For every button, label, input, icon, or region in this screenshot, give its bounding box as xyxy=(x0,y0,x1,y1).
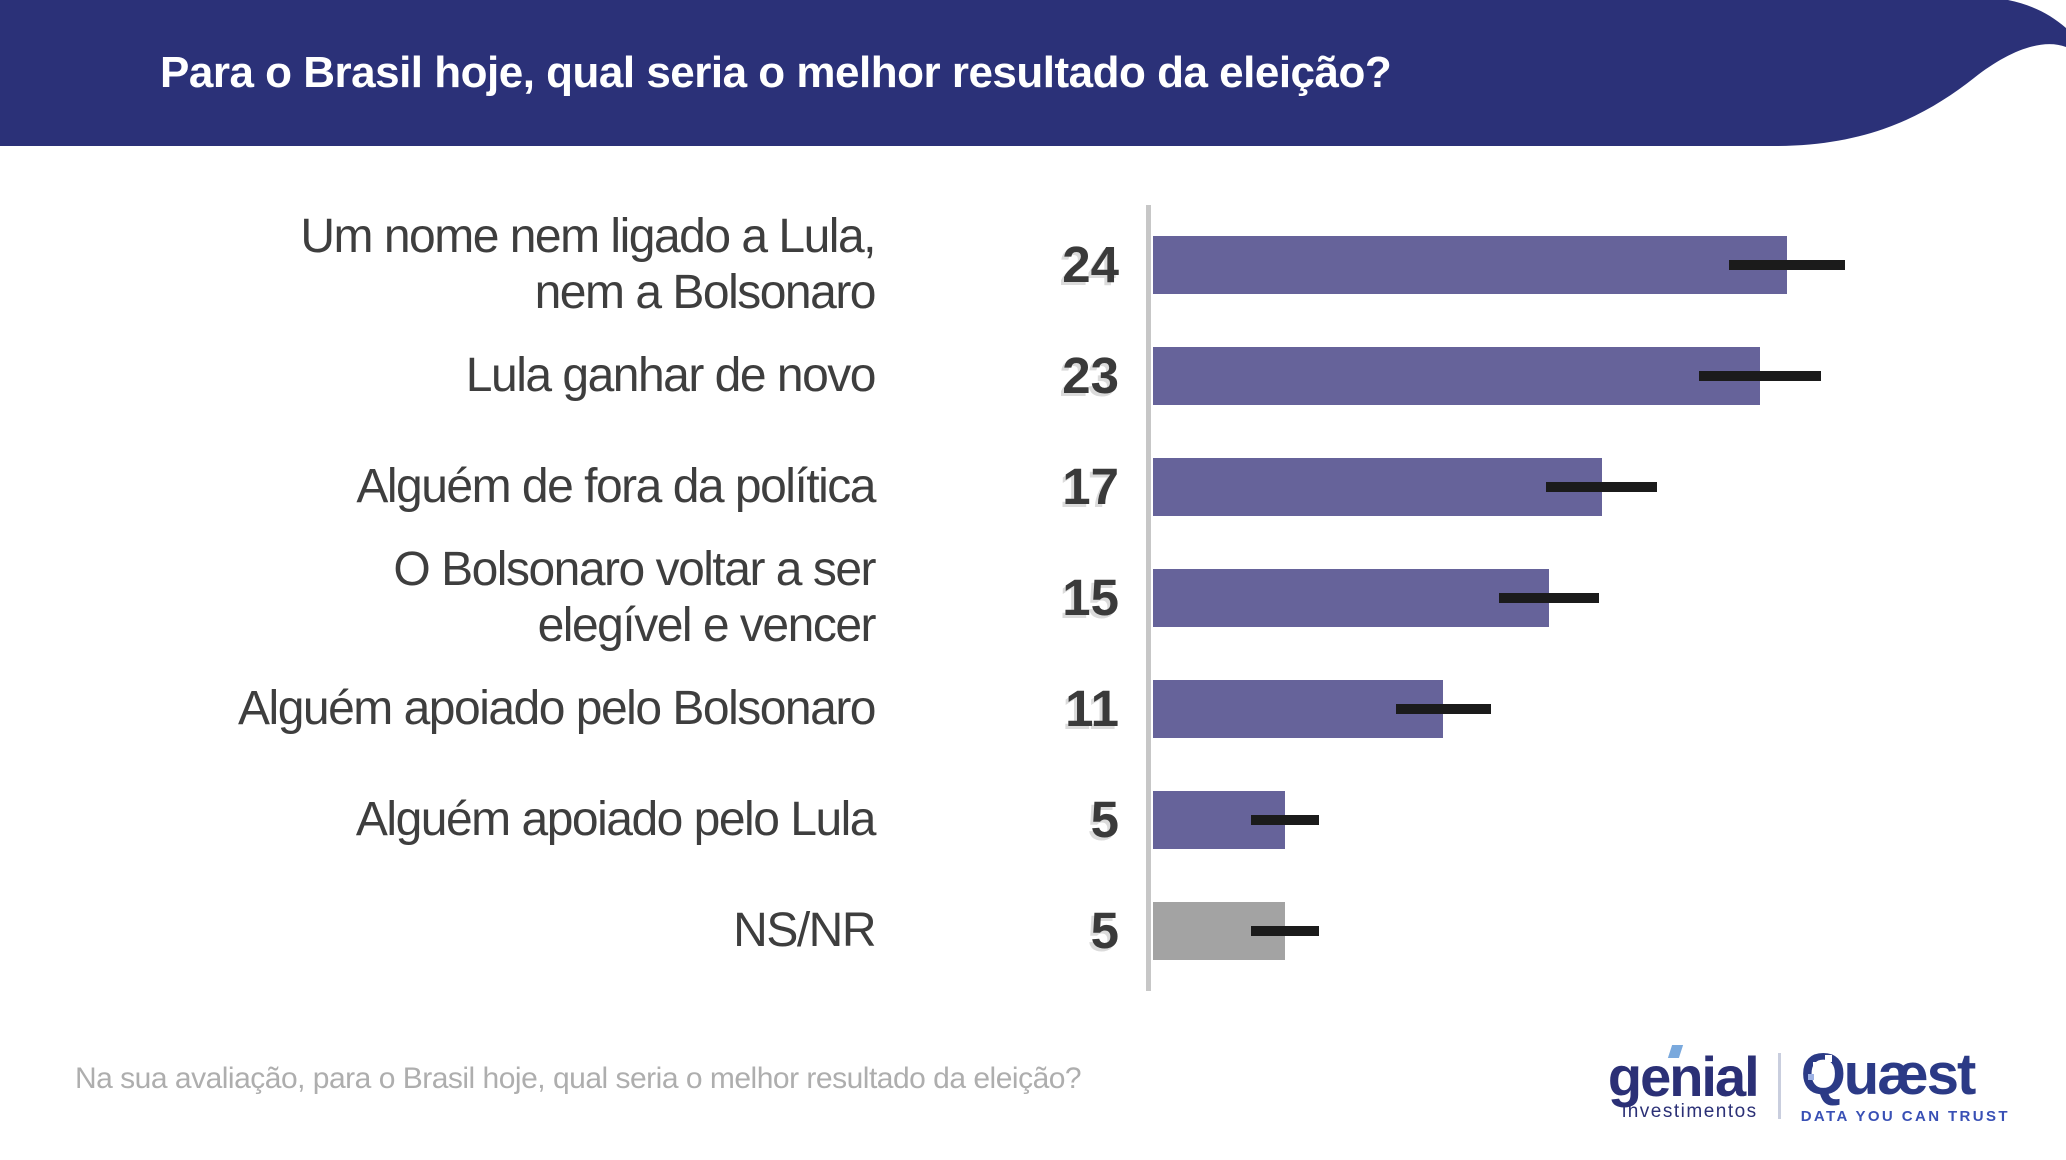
chart-row: Lula ganhar de novo 23 xyxy=(0,320,2066,431)
error-bar xyxy=(1498,592,1600,603)
quaest-pixel-icon xyxy=(1812,1062,1822,1071)
bar xyxy=(1153,679,1444,738)
bar-zone xyxy=(1133,653,2066,764)
chart-row: NS/NR 5 xyxy=(0,875,2066,986)
bar-zone xyxy=(1133,320,2066,431)
quaest-pixel-icon xyxy=(1822,1066,1828,1071)
value-label: 24 xyxy=(1062,236,1119,293)
bar-zone xyxy=(1133,764,2066,875)
genial-subtitle: investimentos xyxy=(1622,1100,1758,1122)
bar-zone xyxy=(1133,542,2066,653)
quaest-logo: Quæst DATA YOU CAN TRUST xyxy=(1800,1042,2010,1126)
bar xyxy=(1153,457,1602,516)
bar-zone xyxy=(1133,209,2066,320)
chart-row: Alguém apoiado pelo Lula 5 xyxy=(0,764,2066,875)
chart-row: Um nome nem ligado a Lula, nem a Bolsona… xyxy=(0,209,2066,320)
error-bar xyxy=(1250,925,1320,936)
axis-line xyxy=(1146,205,1151,991)
quaest-tagline: DATA YOU CAN TRUST xyxy=(1800,1108,2010,1125)
error-bar xyxy=(1699,370,1821,381)
quaest-wordmark: Quæst xyxy=(1800,1042,1977,1107)
bar-zone xyxy=(1133,431,2066,542)
error-bar xyxy=(1546,481,1658,492)
category-label: O Bolsonaro voltar a ser elegível e venc… xyxy=(393,543,876,652)
bar xyxy=(1153,568,1549,627)
value-label: 5 xyxy=(1090,791,1119,848)
bar-zone xyxy=(1133,875,2066,986)
chart-row: Alguém de fora da política 17 xyxy=(0,431,2066,542)
bar xyxy=(1153,235,1787,294)
quaest-pixel-icon xyxy=(1824,1055,1832,1062)
header-banner xyxy=(0,0,2066,146)
genial-logo: genial investimentos xyxy=(1607,1044,1760,1123)
logo-divider xyxy=(1777,1052,1781,1119)
category-label: Lula ganhar de novo xyxy=(465,348,877,402)
chart-row: Alguém apoiado pelo Bolsonaro 11 xyxy=(0,653,2066,764)
header-banner-shape xyxy=(0,0,2066,146)
value-label: 17 xyxy=(1062,458,1119,515)
chart-row: O Bolsonaro voltar a ser elegível e venc… xyxy=(0,542,2066,653)
category-label: Alguém de fora da política xyxy=(356,459,876,513)
value-label: 5 xyxy=(1090,902,1119,959)
genial-wordmark: genial xyxy=(1607,1044,1760,1108)
error-bar xyxy=(1395,703,1491,714)
category-label: NS/NR xyxy=(733,903,876,957)
category-label: Um nome nem ligado a Lula, nem a Bolsona… xyxy=(300,210,876,319)
bar-chart: Um nome nem ligado a Lula, nem a Bolsona… xyxy=(0,205,2066,991)
value-label: 11 xyxy=(1065,680,1119,737)
category-label: Alguém apoiado pelo Bolsonaro xyxy=(238,681,876,735)
error-bar xyxy=(1728,259,1845,270)
error-bar xyxy=(1250,814,1320,825)
value-label: 23 xyxy=(1062,347,1119,404)
value-label: 15 xyxy=(1062,569,1119,626)
quaest-pixel-icon xyxy=(1807,1074,1814,1080)
category-label: Alguém apoiado pelo Lula xyxy=(355,792,877,846)
footer-note: Na sua avaliação, para o Brasil hoje, qu… xyxy=(75,1062,1082,1095)
page-title: Para o Brasil hoje, qual seria o melhor … xyxy=(160,48,1392,97)
bar xyxy=(1153,346,1761,405)
footer-logos: genial investimentos Quæst DATA YOU CAN … xyxy=(1607,1042,2010,1126)
